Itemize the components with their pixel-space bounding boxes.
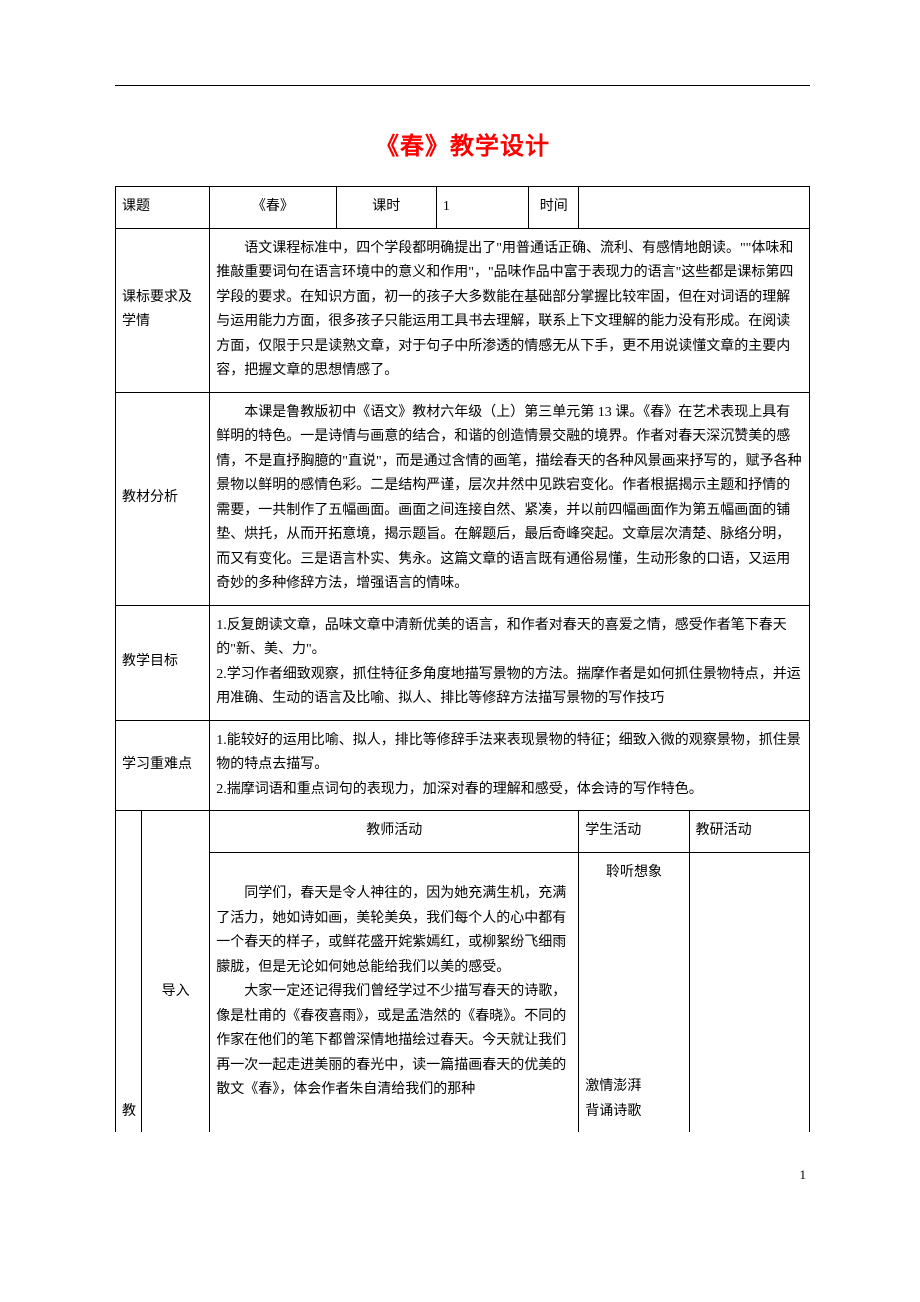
lesson-plan-table: 课题 《春》 课时 1 时间 课标要求及学情 语文课程标准中，四个学段都明确提出… bbox=[115, 186, 810, 1132]
process-side-label: 教 bbox=[116, 811, 142, 1133]
curriculum-text: 语文课程标准中，四个学段都明确提出了"用普通话正确、流利、有感情地朗读。""体味… bbox=[216, 237, 803, 384]
focus-label: 学习重难点 bbox=[116, 720, 210, 811]
focus-content: 1.能较好的运用比喻、拟人，排比等修辞手法来表现景物的特征；细致入微的观察景物，… bbox=[210, 720, 810, 811]
intro-phase: 导入 bbox=[142, 852, 210, 1132]
student-activity-header: 学生活动 bbox=[579, 811, 689, 853]
topic-label: 课题 bbox=[116, 187, 210, 229]
textbook-content: 本课是鲁教版初中《语文》教材六年级（上）第三单元第 13 课。《春》在艺术表现上… bbox=[210, 392, 810, 605]
intro-teacher-content: 同学们，春天是令人神往的，因为她充满生机，充满了活力，她如诗如画，美轮美奂，我们… bbox=[210, 852, 579, 1132]
focus-item-1: 1.能较好的运用比喻、拟人，排比等修辞手法来表现景物的特征；细致入微的观察景物，… bbox=[216, 729, 803, 778]
process-spacer bbox=[142, 811, 210, 853]
objectives-row: 教学目标 1.反复朗读文章，品味文章中清新优美的语言，和作者对春天的喜爱之情，感… bbox=[116, 605, 810, 720]
page-number: 1 bbox=[115, 1132, 810, 1183]
curriculum-label: 课标要求及学情 bbox=[116, 228, 210, 392]
textbook-row: 教材分析 本课是鲁教版初中《语文》教材六年级（上）第三单元第 13 课。《春》在… bbox=[116, 392, 810, 605]
research-activity-header: 教研活动 bbox=[689, 811, 809, 853]
topic-value: 《春》 bbox=[210, 187, 336, 229]
objective-item-2: 2.学习作者细致观察，抓住特征多角度地描写景物的方法。揣摩作者是如何抓住景物特点… bbox=[216, 663, 803, 712]
intro-teacher-p1: 同学们，春天是令人神往的，因为她充满生机，充满了活力，她如诗如画，美轮美奂，我们… bbox=[216, 882, 572, 980]
textbook-label: 教材分析 bbox=[116, 392, 210, 605]
focus-item-2: 2.揣摩词语和重点词句的表现力，加深对春的理解和感受，体会诗的写作特色。 bbox=[216, 778, 803, 803]
objective-item-1: 1.反复朗读文章，品味文章中清新优美的语言，和作者对春天的喜爱之情，感受作者笔下… bbox=[216, 614, 803, 663]
intro-student-b: 激情澎湃 背诵诗歌 bbox=[585, 1075, 682, 1124]
intro-student-content: 聆听想象 激情澎湃 背诵诗歌 bbox=[579, 852, 689, 1132]
textbook-text: 本课是鲁教版初中《语文》教材六年级（上）第三单元第 13 课。《春》在艺术表现上… bbox=[216, 401, 803, 597]
curriculum-content: 语文课程标准中，四个学段都明确提出了"用普通话正确、流利、有感情地朗读。""体味… bbox=[210, 228, 810, 392]
focus-row: 学习重难点 1.能较好的运用比喻、拟人，排比等修辞手法来表现景物的特征；细致入微… bbox=[116, 720, 810, 811]
process-header-row: 教 教师活动 学生活动 教研活动 bbox=[116, 811, 810, 853]
teacher-activity-header: 教师活动 bbox=[210, 811, 579, 853]
intro-row: 导入 同学们，春天是令人神往的，因为她充满生机，充满了活力，她如诗如画，美轮美奂… bbox=[116, 852, 810, 1132]
header-row: 课题 《春》 课时 1 时间 bbox=[116, 187, 810, 229]
period-label: 课时 bbox=[336, 187, 436, 229]
header-rule bbox=[115, 85, 810, 86]
page-title: 《春》教学设计 bbox=[115, 126, 810, 161]
period-value: 1 bbox=[436, 187, 528, 229]
intro-teacher-p2: 大家一定还记得我们曾经学过不少描写春天的诗歌，像是杜甫的《春夜喜雨》，或是孟浩然… bbox=[216, 980, 572, 1103]
objectives-content: 1.反复朗读文章，品味文章中清新优美的语言，和作者对春天的喜爱之情，感受作者笔下… bbox=[210, 605, 810, 720]
time-value bbox=[579, 187, 810, 229]
intro-student-a: 聆听想象 bbox=[585, 861, 682, 886]
time-label: 时间 bbox=[529, 187, 579, 229]
curriculum-row: 课标要求及学情 语文课程标准中，四个学段都明确提出了"用普通话正确、流利、有感情… bbox=[116, 228, 810, 392]
intro-research bbox=[689, 852, 809, 1132]
objectives-label: 教学目标 bbox=[116, 605, 210, 720]
